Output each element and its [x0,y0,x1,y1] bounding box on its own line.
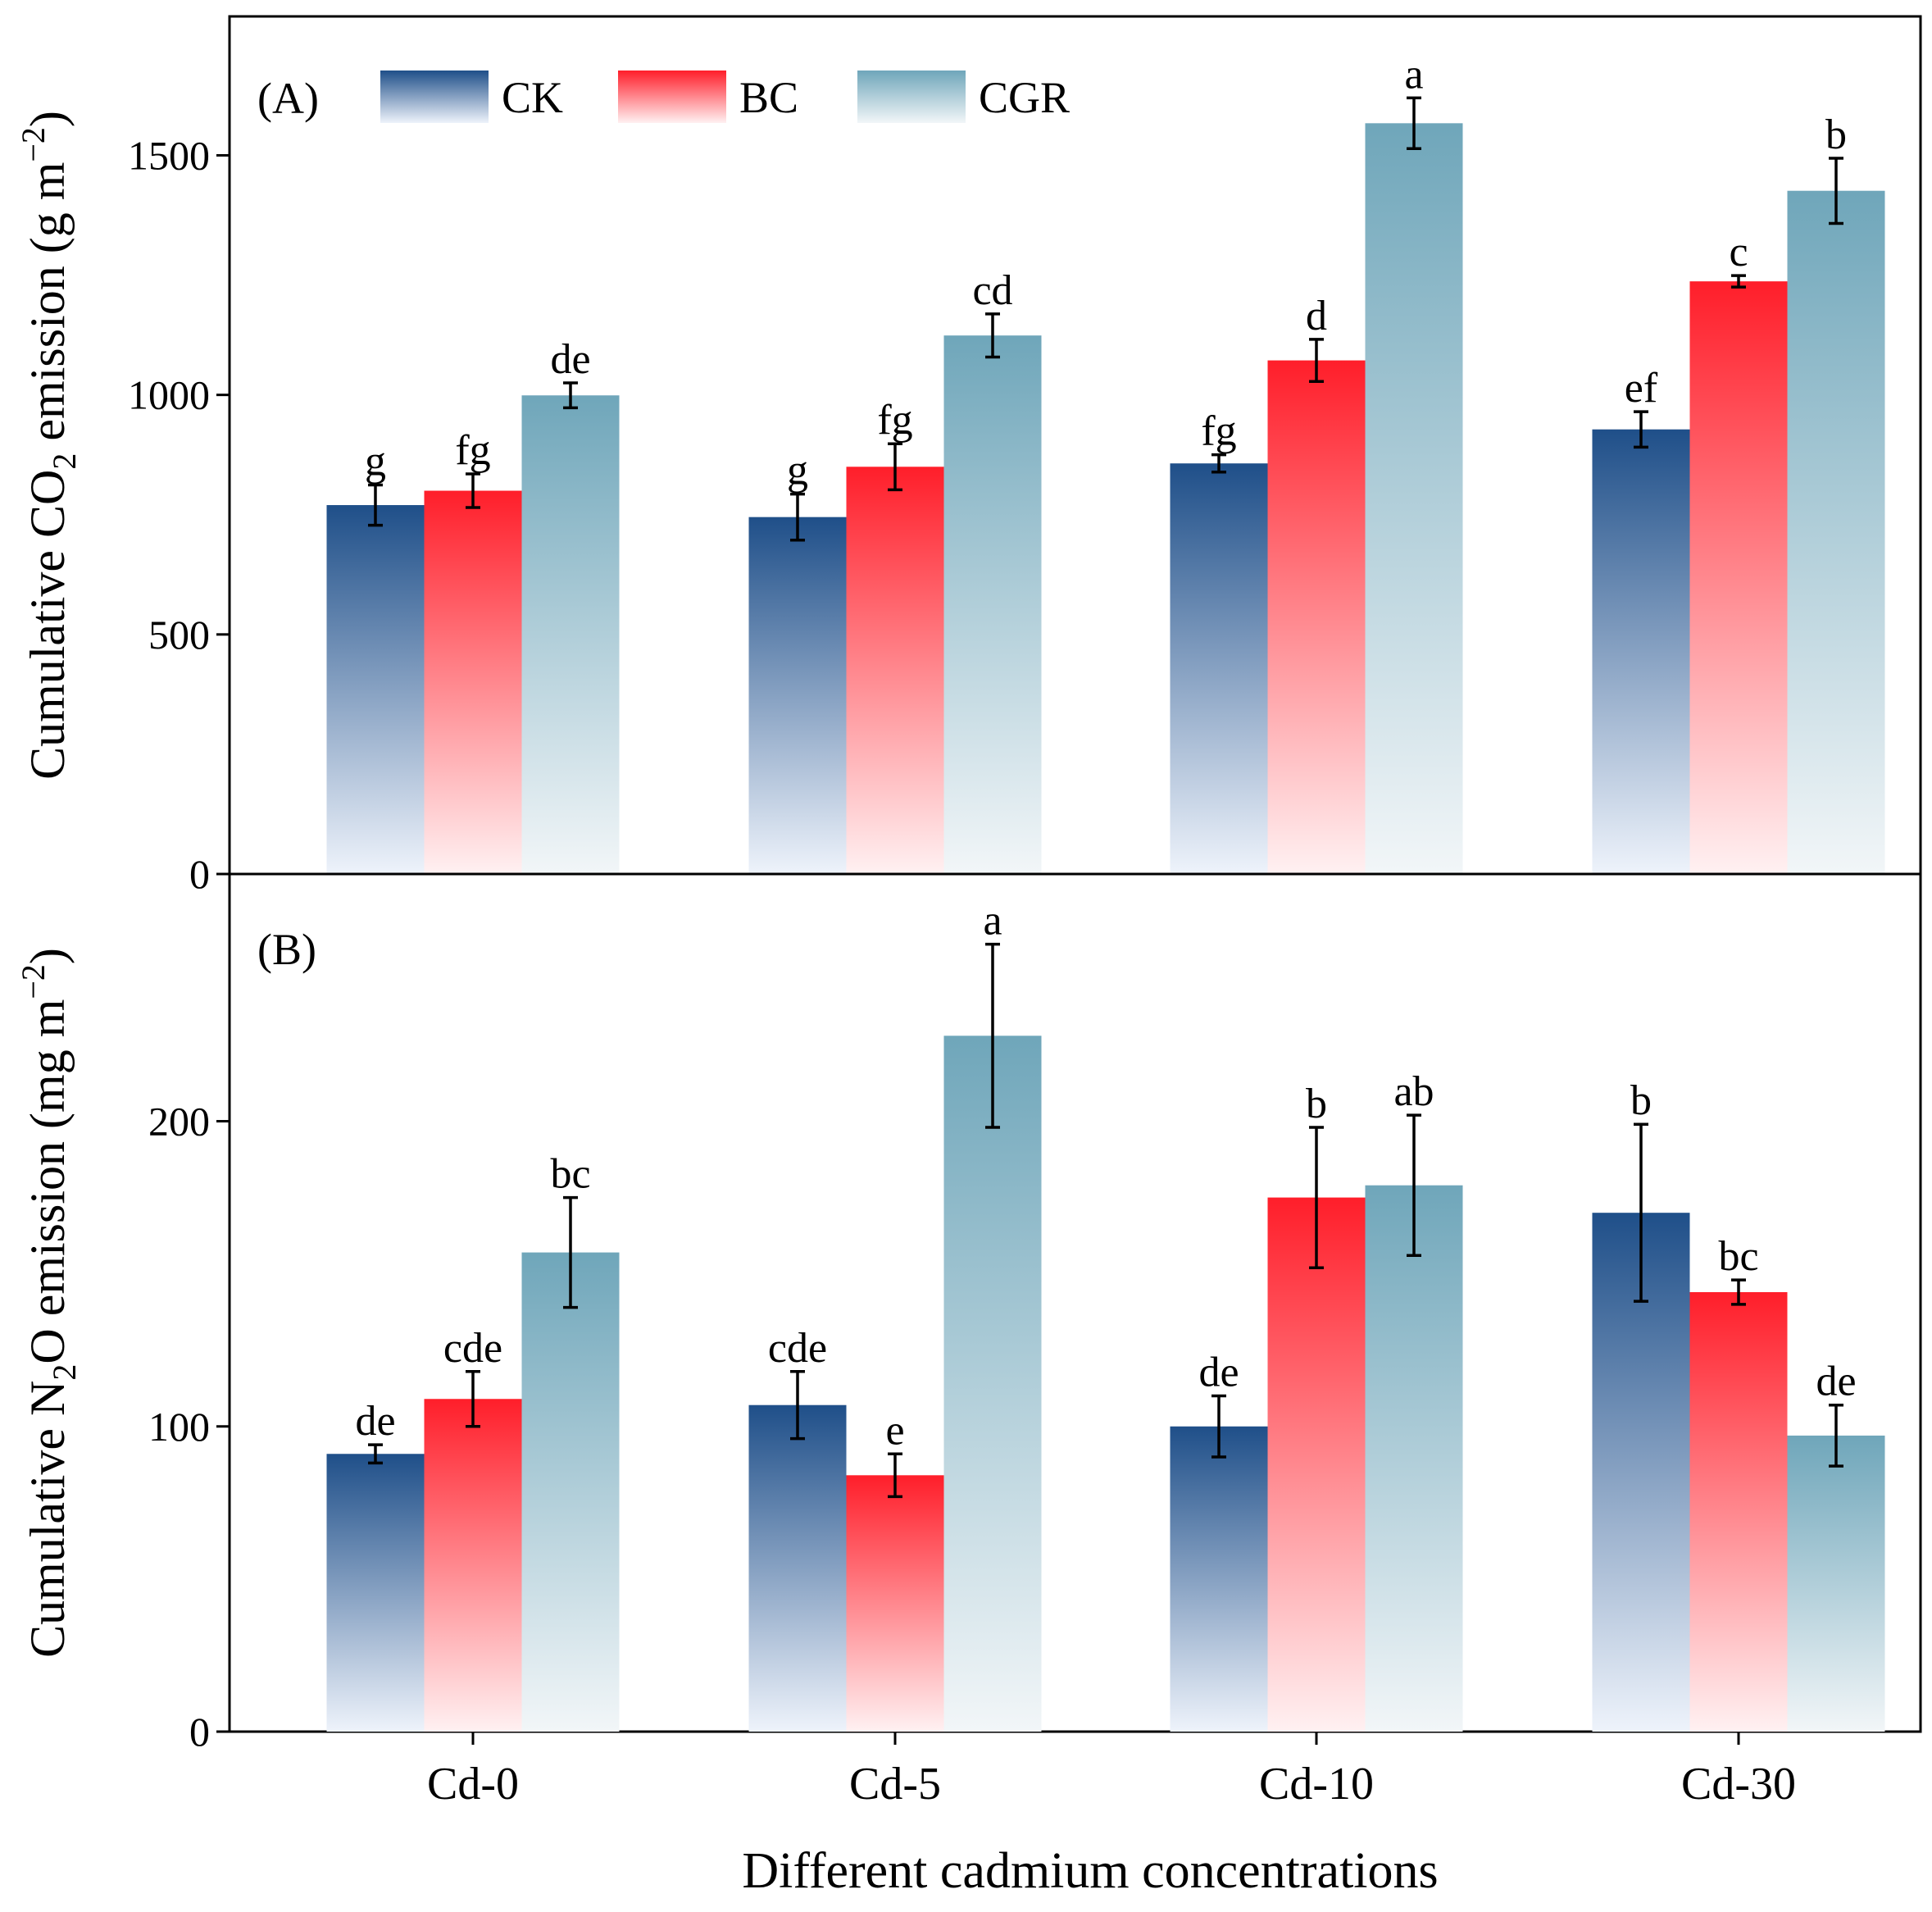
significance-label: g [787,448,808,494]
significance-label: a [983,898,1002,945]
y-title-text: Cumulative CO [20,470,75,780]
bar-cgr [1787,190,1885,874]
bar-bc [1689,1291,1788,1732]
bar-bc [1267,360,1366,874]
x-axis: Cd-0 Cd-5 Cd-10 Cd-30 [427,1732,1796,1810]
y-tick-label: 0 [189,851,210,897]
bar-bc [424,1399,522,1732]
plot-frame [228,872,1922,1733]
bar-bc [846,1475,944,1732]
bar-bc [424,490,522,874]
significance-label: de [1198,1350,1239,1396]
y-axis-title: Cumulative N2O emission (mg m−2) [15,948,83,1658]
significance-label: b [1630,1077,1652,1124]
y-title-superscript: −2 [15,964,52,999]
legend: CK BC CGR [380,71,1070,123]
y-tick-label: 200 [148,1099,210,1145]
y-title-text: O emission (mg m [20,999,75,1364]
bar-ck [748,1404,847,1732]
bar-ck [326,505,425,874]
y-tick-label: 1000 [128,372,210,418]
significance-label: cde [768,1325,827,1372]
significance-label: de [550,336,590,383]
x-tick-label: Cd-30 [1681,1759,1796,1810]
significance-label: ef [1625,365,1658,412]
bar-ck [1170,463,1268,874]
significance-label: de [355,1398,395,1445]
significance-label: c [1729,229,1748,275]
significance-label: ab [1393,1068,1434,1115]
panel-label: (B) [257,925,316,974]
significance-label: e [885,1407,904,1454]
significance-label: bc [550,1151,590,1198]
bar-ck [1170,1426,1268,1732]
significance-label: a [1404,51,1423,98]
significance-label: fg [455,427,490,474]
panel-b: 0 100 200 de cde de b cde e b bc bc a ab de (B) Cumulati… [15,872,1922,1755]
legend-swatch-cgr [857,71,966,123]
x-tick-label: Cd-5 [849,1759,941,1810]
bar-cgr [521,1252,620,1732]
legend-label-bc: BC [739,73,798,122]
panel-a: 0 500 1000 1500 g g fg ef fg fg d c de cd a b (A) Cumulat… [15,15,1922,897]
y-tick-label: 1500 [128,132,210,178]
y-tick-label: 0 [189,1709,210,1755]
significance-label: cd [972,267,1012,314]
bar-bc [846,467,944,874]
bar-cgr [521,395,620,874]
y-title-subscript: 2 [46,453,83,470]
y-title-text: ) [20,948,75,964]
x-tick-label: Cd-10 [1259,1759,1374,1810]
legend-swatch-bc [618,71,726,123]
y-title-superscript: −2 [15,127,52,162]
significance-label: bc [1718,1233,1758,1280]
bar-cgr [1365,1185,1463,1732]
y-title-subscript: 2 [46,1364,83,1381]
y-title-text: ) [20,111,75,127]
bar-cgr [943,1036,1042,1732]
bar-cgr [1365,123,1463,874]
significance-label: b [1306,1081,1327,1127]
legend-label-cgr: CGR [979,73,1070,122]
significance-label: fg [1201,408,1236,455]
significance-label: de [1816,1359,1856,1405]
bar-ck [1592,429,1690,874]
y-axis-title: Cumulative CO2 emission (g m−2) [15,111,83,780]
legend-swatch-ck [380,71,489,123]
x-axis-title: Different cadmium concentrations [742,1843,1438,1899]
y-title-text: emission (g m [20,162,75,453]
significance-label: fg [877,397,912,444]
y-tick-label: 100 [148,1404,210,1450]
significance-label: cde [443,1325,502,1372]
bar-cgr [943,335,1042,874]
x-tick-label: Cd-0 [427,1759,519,1810]
y-tick-label: 500 [148,612,210,658]
significance-label: d [1306,293,1327,339]
panel-label: (A) [257,74,319,123]
bar-ck [326,1454,425,1732]
bar-cgr [1787,1435,1885,1732]
significance-label: g [365,439,386,485]
bar-bc [1267,1197,1366,1732]
bar-ck [748,517,847,874]
y-title-text: Cumulative N [20,1381,75,1658]
bar-bc [1689,281,1788,874]
significance-label: b [1825,112,1847,158]
legend-label-ck: CK [502,73,563,122]
